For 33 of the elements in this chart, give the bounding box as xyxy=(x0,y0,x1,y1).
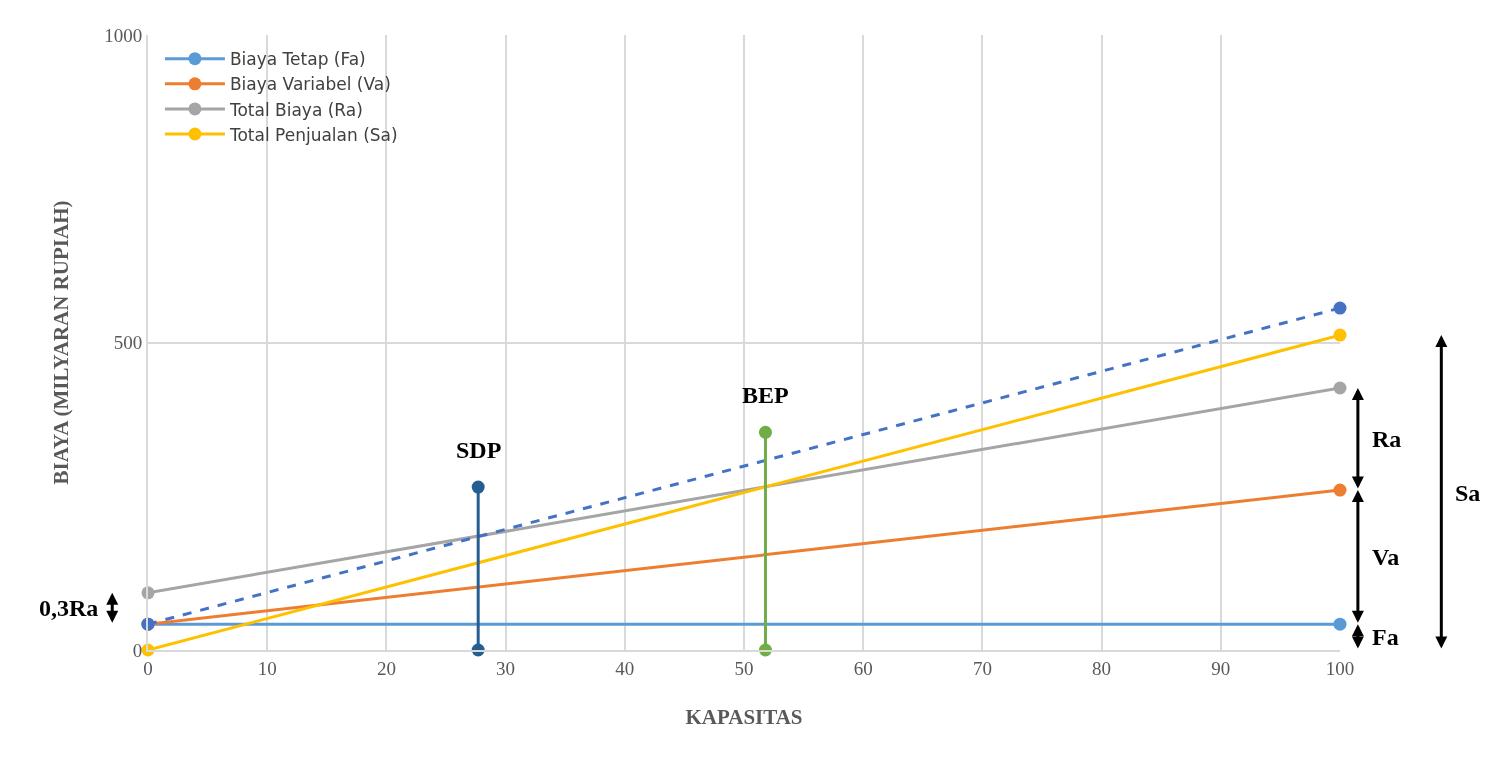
x-tick-label: 80 xyxy=(1092,657,1112,679)
text: 0,3Ra xyxy=(39,595,99,621)
point xyxy=(1333,381,1347,395)
x-tick-label: 20 xyxy=(376,657,396,679)
point xyxy=(471,480,485,494)
x-tick-label: 90 xyxy=(1211,657,1231,679)
point xyxy=(758,425,772,439)
text: Ra xyxy=(1372,426,1402,452)
legend-label: Total Biaya (Ra) xyxy=(228,99,363,120)
annotation: BEP xyxy=(742,382,789,408)
legend-label: Total Penjualan (Sa) xyxy=(228,124,398,145)
y-tick-label: 500 xyxy=(113,332,143,354)
point xyxy=(1333,301,1347,315)
annotation: SDP xyxy=(456,437,502,463)
x-tick-label: 70 xyxy=(972,657,992,679)
y-axis-title: BIAYA (MILYARAN RUPIAH) xyxy=(48,200,73,485)
point xyxy=(1333,483,1347,497)
legend-label: Biaya Variabel (Va) xyxy=(229,74,391,95)
y-tick-label: 1000 xyxy=(104,24,143,46)
x-tick-label: 10 xyxy=(257,657,277,679)
point xyxy=(1333,328,1347,342)
x-tick-label: 60 xyxy=(853,657,873,679)
text: Fa xyxy=(1372,624,1399,650)
x-tick-label: 50 xyxy=(734,657,754,679)
point xyxy=(1333,617,1347,631)
text: Va xyxy=(1372,544,1400,570)
legend-label: Biaya Tetap (Fa) xyxy=(229,49,366,70)
text: Sa xyxy=(1455,480,1481,506)
x-tick-label: 100 xyxy=(1325,657,1355,679)
x-tick-label: 30 xyxy=(496,657,516,679)
x-axis-title: KAPASITAS xyxy=(685,705,803,729)
x-tick-label: 40 xyxy=(615,657,635,679)
y-tick-label: 0 xyxy=(132,639,143,661)
